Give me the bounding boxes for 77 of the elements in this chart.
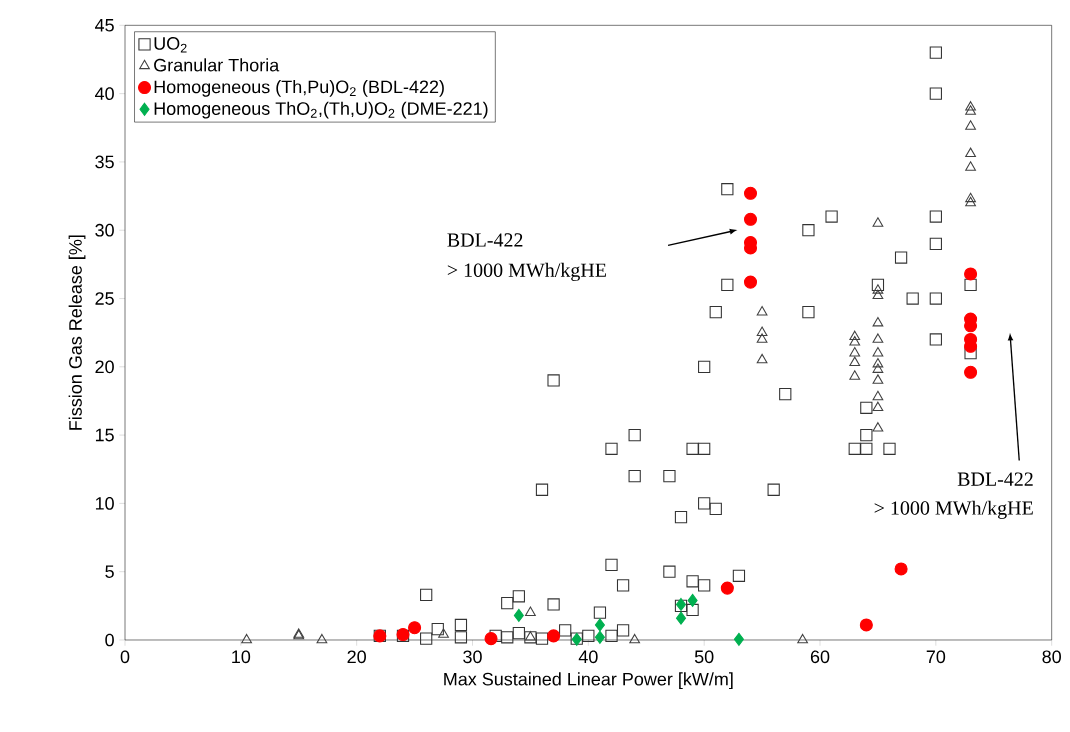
point (513, 608, 524, 622)
y-tick-label: 15 (95, 428, 114, 442)
x-axis-title: Max Sustained Linear Power [kW/m] (444, 672, 733, 690)
point (525, 606, 536, 617)
point (756, 326, 768, 336)
y-tick-label: 20 (95, 360, 114, 374)
point (743, 212, 758, 226)
y-tick-label: 30 (95, 223, 114, 237)
point (316, 633, 328, 644)
point (756, 353, 768, 364)
point (687, 593, 698, 607)
y-tick-label: 5 (105, 565, 114, 578)
point (849, 356, 861, 367)
point (872, 217, 884, 227)
point (849, 370, 861, 380)
point (849, 336, 861, 346)
x-tick-label: 50 (694, 650, 714, 664)
point (733, 632, 744, 646)
x-tick-label: 0 (120, 650, 130, 664)
y-tick-label: 25 (95, 292, 114, 305)
point (756, 306, 768, 316)
point (872, 401, 884, 412)
point (675, 611, 687, 625)
point (872, 390, 884, 401)
point (872, 316, 884, 327)
annotation: > 1000 MWh/kgHE (447, 262, 606, 282)
point (872, 363, 884, 373)
point (872, 347, 884, 357)
x-tick-label: 30 (463, 650, 482, 664)
x-tick-label: 10 (232, 650, 251, 664)
y-tick-label: 35 (95, 155, 114, 169)
point (756, 333, 768, 343)
x-tick-label: 70 (926, 650, 946, 664)
point (894, 562, 908, 576)
point (594, 630, 605, 644)
point (241, 633, 253, 644)
annotation: BDL-422 (447, 233, 523, 247)
point (965, 105, 976, 115)
x-tick-label: 20 (347, 650, 366, 664)
point (964, 365, 978, 379)
point (743, 275, 758, 289)
point (965, 196, 976, 207)
y-tick-label: 40 (95, 87, 114, 100)
x-tick-label: 80 (1042, 650, 1061, 664)
point (965, 192, 976, 203)
annotation: BDL-422 (957, 472, 1033, 486)
point (965, 120, 976, 130)
point (849, 330, 861, 341)
point (629, 633, 641, 644)
point (872, 422, 884, 432)
point (965, 147, 976, 158)
point (872, 333, 884, 343)
point (743, 186, 758, 200)
y-axis-title: Fission Gas Release [%] (68, 235, 86, 430)
point (872, 357, 884, 368)
annotation: > 1000 MWh/kgHE (874, 500, 1033, 519)
point (965, 101, 976, 111)
point (872, 374, 884, 384)
x-tick-label: 60 (810, 650, 830, 664)
point (547, 629, 561, 643)
point (964, 267, 978, 281)
point (872, 289, 884, 300)
point (859, 618, 873, 632)
point (408, 621, 422, 635)
legend-label: Homogeneous (Th,Pu)O$_{2}$ (BDL-422) (154, 80, 444, 97)
point (797, 633, 809, 644)
point (594, 618, 605, 632)
y-tick-label: 10 (95, 497, 114, 510)
y-tick-label: 0 (105, 633, 114, 647)
legend-label: Granular Thoria (154, 58, 280, 72)
y-tick-label: 45 (95, 19, 114, 32)
point (720, 581, 734, 595)
point (965, 161, 976, 171)
legend-label: Homogeneous ThO$_{2}$,(Th,U)O$_{2}$ (DME-221) (154, 101, 488, 119)
point (849, 347, 861, 357)
legend-label: UO$_{2}$ (154, 37, 187, 53)
x-tick-label: 40 (578, 650, 598, 664)
